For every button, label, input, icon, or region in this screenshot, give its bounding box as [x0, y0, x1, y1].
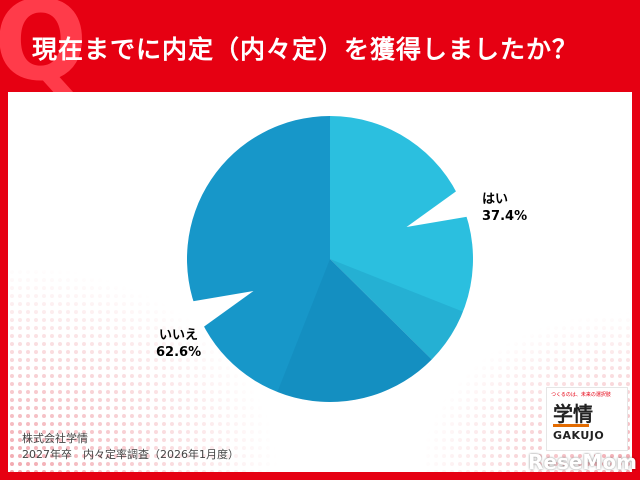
slice-label-no-value: 62.6%: [156, 345, 202, 360]
logo-name-ja: 学情: [553, 402, 593, 426]
chart-panel: はい 37.4% いいえ 62.6% 株式会社学情 2027年卒 内々定率調査（…: [8, 92, 632, 472]
q-mark: Q: [0, 0, 88, 105]
logo-name-en: GAKUJO: [553, 429, 605, 442]
resemom-watermark: ReseMom: [528, 450, 637, 474]
chart-title: 現在までに内定（内々定）を獲得しましたか？: [32, 35, 579, 64]
source-note: 株式会社学情 2027年卒 内々定率調査（2026年1月度）: [22, 431, 239, 463]
logo-bar: [553, 424, 589, 427]
title-bar: Q 現在までに内定（内々定）を獲得しましたか？: [0, 0, 640, 96]
slice-label-yes-value: 37.4%: [482, 209, 528, 224]
pie-chart: [187, 116, 474, 403]
gakujo-logo: つくるのは、未来の選択肢 学情 GAKUJO: [546, 387, 628, 451]
source-survey: 2027年卒 内々定率調査（2026年1月度）: [22, 448, 239, 461]
slice-label-yes: はい 37.4%: [482, 191, 527, 225]
pie-shade: [277, 259, 463, 403]
slice-label-yes-name: はい: [482, 192, 509, 207]
logo-tagline: つくるのは、未来の選択肢: [551, 392, 611, 398]
source-company: 株式会社学情: [22, 432, 88, 445]
pie-slice-no: [187, 116, 432, 402]
callout-notch-no: [189, 290, 254, 329]
pie-slice-yes: [330, 116, 474, 360]
slice-label-no-name: いいえ: [159, 328, 199, 343]
slice-label-no: いいえ 62.6%: [156, 327, 201, 361]
callout-notch-yes: [406, 189, 471, 228]
